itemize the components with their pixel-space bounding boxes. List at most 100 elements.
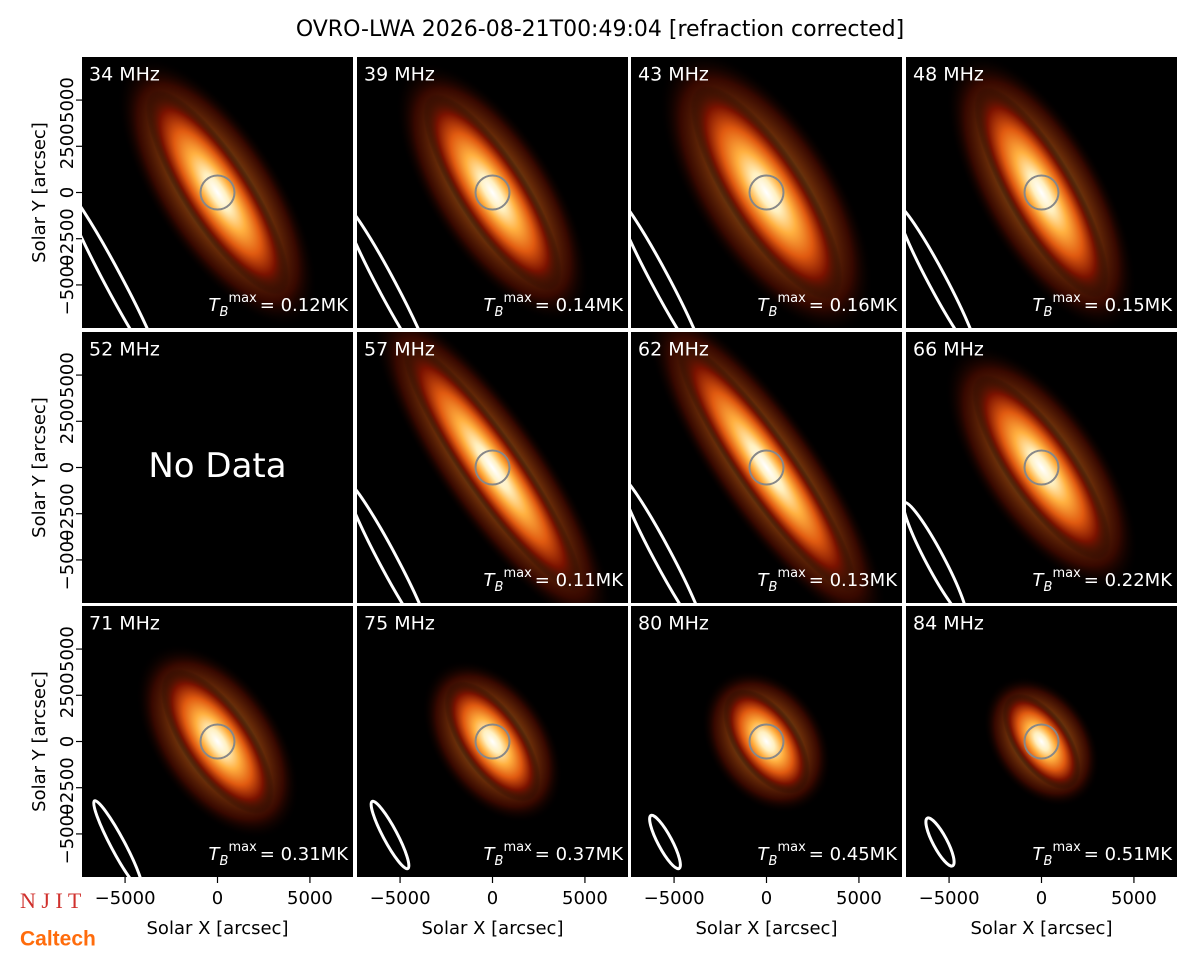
emission: [677, 343, 856, 592]
beam: [631, 473, 707, 603]
tb-max-label: TBmax = 0.13MK: [758, 566, 899, 595]
panel-image: [631, 332, 887, 603]
freq-label: 80 MHz: [638, 613, 709, 635]
emission: [972, 375, 1111, 560]
y-axis-label: Solar Y [arcsec]: [29, 671, 50, 812]
x-tick-label: −5000: [370, 888, 431, 909]
tb-max-label: TBmax = 0.14MK: [484, 291, 625, 320]
panel-image: [906, 344, 1139, 603]
solar-disk: [1023, 723, 1060, 760]
tb-sub: B: [769, 580, 778, 595]
beam: [82, 185, 165, 328]
y-axis-label: Solar Y [arcsec]: [29, 397, 50, 538]
y-tick-label: 5000: [57, 77, 78, 123]
tb-symbol: T: [758, 295, 771, 316]
beam: [906, 203, 980, 328]
tb-value: = 0.14MK: [535, 295, 624, 316]
freq-label: 48 MHz: [913, 64, 984, 86]
tb-max-label: TBmax = 0.12MK: [209, 291, 350, 320]
solar-disk: [1023, 174, 1060, 211]
tb-sup: max: [228, 840, 257, 855]
tb-symbol: T: [209, 295, 222, 316]
emission: [145, 90, 290, 295]
tb-sub: B: [495, 854, 504, 869]
freq-label: 52 MHz: [89, 339, 160, 361]
y-tick-label: 2500: [57, 672, 78, 718]
tb-symbol: T: [484, 844, 497, 865]
tb-symbol: T: [1033, 295, 1046, 316]
tb-symbol: T: [1033, 570, 1046, 591]
y-axis-label: Solar Y [arcsec]: [29, 122, 50, 263]
tb-sub: B: [495, 580, 504, 595]
tb-sub: B: [495, 305, 504, 320]
tb-value: = 0.37MK: [535, 844, 624, 865]
tb-value: = 0.51MK: [1084, 844, 1173, 865]
tb-max-label: TBmax = 0.11MK: [484, 566, 625, 595]
tb-symbol: T: [758, 844, 771, 865]
x-tick-label: 0: [212, 888, 223, 909]
beam: [631, 194, 707, 328]
panel: 48 MHz TBmax = 0.15MK: [906, 57, 1177, 328]
freq-label: 66 MHz: [913, 339, 984, 361]
y-tick-label: 2500: [57, 123, 78, 169]
tb-sup: max: [228, 291, 257, 306]
freq-label: 39 MHz: [364, 64, 435, 86]
logo-njit: N J I T: [20, 888, 82, 913]
y-tick-label: 5000: [57, 352, 78, 398]
tb-max-label: TBmax = 0.15MK: [1033, 291, 1174, 320]
x-tick-label: 5000: [836, 888, 882, 909]
emission: [423, 94, 562, 291]
panel-image: [906, 57, 1137, 328]
y-tick-label: −5000: [57, 803, 78, 864]
tb-sup: max: [1052, 566, 1081, 581]
x-tick-label: 0: [1036, 888, 1047, 909]
x-axis-label: Solar X [arcsec]: [147, 918, 289, 939]
emission: [403, 343, 582, 592]
panel: 62 MHz TBmax = 0.13MK: [631, 332, 902, 603]
tb-sup: max: [777, 291, 806, 306]
no-data: No Data: [148, 446, 286, 486]
tb-symbol: T: [758, 570, 771, 591]
tb-sub: B: [1044, 305, 1053, 320]
x-tick-label: 0: [487, 888, 498, 909]
y-tick-label: 0: [57, 736, 78, 747]
panel-image: [357, 62, 590, 328]
y-tick-label: 5000: [57, 626, 78, 672]
freq-label: 57 MHz: [364, 339, 435, 361]
tb-value: = 0.12MK: [260, 295, 349, 316]
solar-disk: [199, 723, 236, 760]
panel: 80 MHz TBmax = 0.45MK −5000 0 5000 Solar X [ar…: [631, 606, 902, 939]
tb-sup: max: [503, 840, 532, 855]
tb-max-label: TBmax = 0.16MK: [758, 291, 899, 320]
freq-label: 84 MHz: [913, 613, 984, 635]
tb-symbol: T: [1033, 844, 1046, 865]
tb-value: = 0.15MK: [1084, 295, 1173, 316]
tb-value: = 0.45MK: [809, 844, 898, 865]
panel-image: [92, 644, 300, 877]
solar-disk: [748, 174, 785, 211]
tb-symbol: T: [484, 295, 497, 316]
tb-value: = 0.11MK: [535, 570, 624, 591]
freq-label: 62 MHz: [638, 339, 709, 361]
figure-title: OVRO-LWA 2026-08-21T00:49:04 [refraction…: [296, 17, 904, 42]
tb-sup: max: [1052, 840, 1081, 855]
x-tick-label: −5000: [95, 888, 156, 909]
tb-sup: max: [503, 291, 532, 306]
y-tick-label: −2500: [57, 757, 78, 818]
beam: [648, 813, 682, 871]
panel-image: [357, 332, 613, 603]
y-tick-label: 0: [57, 187, 78, 198]
panel: 75 MHz TBmax = 0.37MK −5000 0 5000 Solar X [ar…: [357, 606, 628, 939]
solar-disk: [748, 449, 785, 486]
x-tick-label: 5000: [562, 888, 608, 909]
tb-value: = 0.13MK: [809, 570, 898, 591]
panel: 39 MHz TBmax = 0.14MK: [357, 57, 628, 328]
emission: [444, 681, 541, 802]
solar-disk: [199, 174, 236, 211]
emission: [690, 85, 843, 300]
beam: [357, 200, 434, 328]
y-tick-label: −2500: [57, 483, 78, 544]
